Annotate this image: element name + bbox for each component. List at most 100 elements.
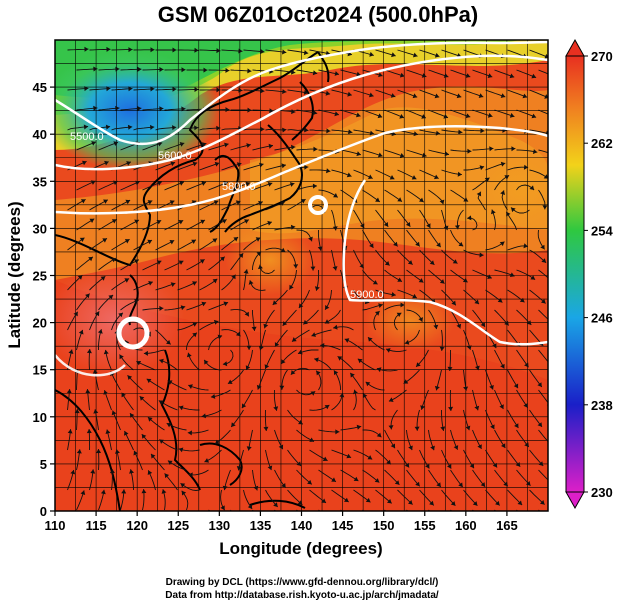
streamline-arrow bbox=[353, 389, 358, 395]
streamline-arrow bbox=[369, 243, 374, 248]
streamline-arrow bbox=[256, 251, 262, 257]
streamline-arrow bbox=[422, 152, 427, 158]
streamline-arrow bbox=[511, 207, 516, 213]
x-tick-label: 165 bbox=[496, 518, 518, 533]
streamline-arrow bbox=[223, 301, 229, 307]
streamline bbox=[538, 349, 548, 363]
streamline-arrow bbox=[263, 426, 269, 431]
contour-5600 bbox=[55, 54, 548, 171]
streamline-arrow bbox=[286, 520, 291, 524]
cyclone-center-typhoon bbox=[116, 316, 150, 350]
streamline-arrow bbox=[130, 413, 135, 418]
streamline-arrow bbox=[128, 86, 133, 92]
streamline-arrow bbox=[408, 445, 413, 451]
streamline-arrow bbox=[360, 223, 365, 229]
streamline-arrow bbox=[273, 406, 279, 411]
colorbar-tick-label: 246 bbox=[591, 311, 613, 326]
streamline bbox=[538, 109, 548, 115]
streamline-arrow bbox=[188, 472, 193, 478]
streamline-arrow bbox=[137, 106, 142, 111]
streamline-arrow bbox=[258, 264, 263, 270]
cyclone-markers bbox=[116, 195, 328, 350]
streamline-arrow bbox=[415, 241, 420, 247]
streamline-arrow bbox=[390, 443, 395, 449]
streamline-arrow bbox=[222, 485, 228, 491]
x-tick-label: 135 bbox=[250, 518, 272, 533]
streamline-arrow bbox=[418, 317, 423, 322]
streamline-arrow bbox=[170, 282, 176, 287]
streamline-arrow bbox=[292, 337, 297, 342]
streamline-arrow bbox=[434, 93, 440, 99]
streamline-arrow bbox=[280, 201, 285, 206]
streamline-arrow bbox=[181, 106, 186, 112]
streamline-arrow bbox=[391, 292, 396, 297]
streamline-arrow bbox=[298, 303, 304, 308]
streamline-arrow bbox=[157, 181, 162, 186]
temperature-field bbox=[55, 40, 566, 524]
streamline-arrow bbox=[224, 142, 229, 148]
streamline-arrow bbox=[303, 319, 308, 325]
streamline-arrow bbox=[394, 480, 400, 485]
streamline-arrow bbox=[386, 459, 391, 465]
colorbar-min-arrow bbox=[565, 491, 585, 510]
streamline-arrow bbox=[391, 52, 396, 58]
streamline-arrow bbox=[67, 429, 73, 434]
streamline-arrow bbox=[180, 483, 186, 488]
streamline-arrow bbox=[139, 396, 145, 401]
y-axis: 0 5 10 15 20 25 30 35 40 45 bbox=[33, 80, 55, 519]
streamline-arrow bbox=[388, 425, 394, 430]
streamline-arrow bbox=[246, 345, 252, 350]
streamline-arrow bbox=[356, 112, 361, 118]
streamline-arrow bbox=[421, 73, 427, 78]
streamline-arrow bbox=[490, 424, 495, 430]
streamline-arrow bbox=[212, 278, 218, 284]
streamline-arrow bbox=[273, 502, 278, 507]
streamline-arrow bbox=[103, 349, 109, 355]
streamline-arrow bbox=[412, 293, 417, 299]
streamline-arrow bbox=[404, 339, 410, 345]
streamline-arrow bbox=[220, 256, 225, 262]
x-tick-label: 155 bbox=[414, 518, 436, 533]
streamline-arrow bbox=[124, 431, 129, 436]
streamline-arrow bbox=[236, 466, 242, 471]
streamline-arrow bbox=[430, 445, 435, 451]
streamline-arrow bbox=[541, 298, 546, 304]
streamline-arrow bbox=[223, 181, 228, 187]
streamline-arrow bbox=[244, 311, 249, 317]
streamline-arrow bbox=[513, 383, 519, 389]
streamline-arrow bbox=[356, 424, 362, 430]
streamline-arrow bbox=[225, 107, 230, 113]
streamline-arrow bbox=[269, 108, 274, 114]
streamline-arrow bbox=[390, 93, 396, 98]
streamline-arrow bbox=[247, 68, 252, 74]
streamline-arrow bbox=[111, 410, 117, 416]
contour-label: 5900.0 bbox=[350, 289, 384, 301]
x-tick-label: 110 bbox=[45, 518, 66, 533]
streamline-arrow bbox=[326, 128, 331, 134]
streamline-arrow bbox=[172, 47, 177, 53]
streamline bbox=[552, 370, 566, 386]
streamline-arrow bbox=[216, 125, 221, 131]
streamline bbox=[538, 269, 548, 279]
streamline-arrow bbox=[216, 48, 221, 54]
streamline-arrow bbox=[111, 258, 116, 263]
streamline-arrow bbox=[399, 72, 405, 78]
streamline-arrow bbox=[86, 349, 92, 354]
streamline-arrow bbox=[457, 171, 462, 177]
streamline-arrow bbox=[188, 384, 193, 389]
streamline-arrow bbox=[418, 278, 424, 283]
streamline-arrow bbox=[191, 200, 197, 205]
streamline-arrow bbox=[74, 409, 80, 414]
streamline-arrow bbox=[439, 279, 445, 284]
streamline-arrow bbox=[76, 449, 82, 454]
streamline-arrow bbox=[321, 498, 326, 503]
streamline-arrow bbox=[194, 87, 199, 92]
streamline-arrow bbox=[192, 322, 198, 327]
colorbar-tick-label: 254 bbox=[591, 223, 613, 238]
streamline-arrow bbox=[509, 73, 515, 79]
streamline-arrow bbox=[509, 272, 515, 277]
streamline-arrow bbox=[310, 266, 316, 271]
streamline-arrow bbox=[244, 219, 249, 224]
streamline-arrow bbox=[181, 67, 186, 73]
streamline-arrow bbox=[530, 275, 536, 280]
